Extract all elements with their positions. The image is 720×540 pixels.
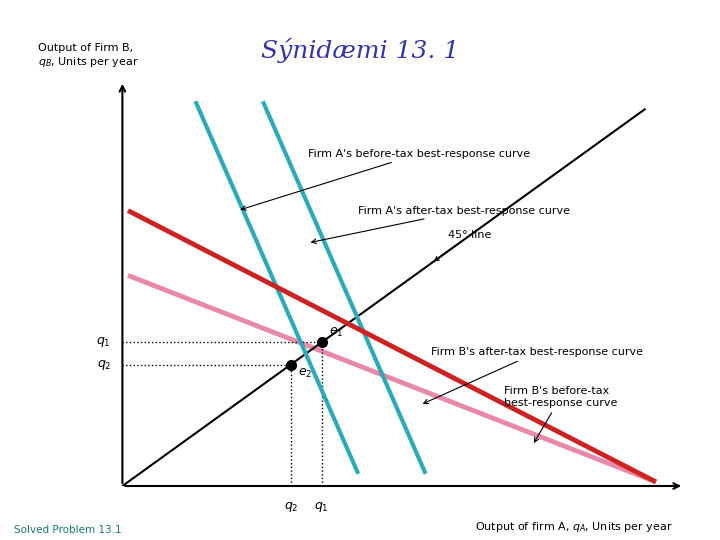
Text: Output of Firm B,
$q_B$, Units per year: Output of Firm B, $q_B$, Units per year (38, 43, 139, 69)
Text: Output of firm A, $q_A$, Units per year: Output of firm A, $q_A$, Units per year (475, 521, 672, 535)
Text: Sýnidæmi 13. 1: Sýnidæmi 13. 1 (261, 38, 459, 63)
Text: $q_1$: $q_1$ (315, 500, 329, 514)
Text: Firm B's before-tax
best-response curve: Firm B's before-tax best-response curve (504, 386, 618, 442)
Text: Firm A's before-tax best-response curve: Firm A's before-tax best-response curve (241, 149, 530, 210)
Text: Solved Problem 13.1: Solved Problem 13.1 (14, 524, 122, 535)
Text: $e_2$: $e_2$ (297, 367, 312, 380)
Text: $q_2$: $q_2$ (96, 357, 111, 372)
Text: $q_2$: $q_2$ (284, 500, 298, 514)
Text: 45° line: 45° line (434, 230, 492, 261)
Text: Firm B's after-tax best-response curve: Firm B's after-tax best-response curve (423, 347, 643, 403)
Text: Firm A's after-tax best-response curve: Firm A's after-tax best-response curve (312, 206, 570, 244)
Text: $e_1$: $e_1$ (328, 326, 343, 339)
Text: $q_1$: $q_1$ (96, 335, 111, 349)
